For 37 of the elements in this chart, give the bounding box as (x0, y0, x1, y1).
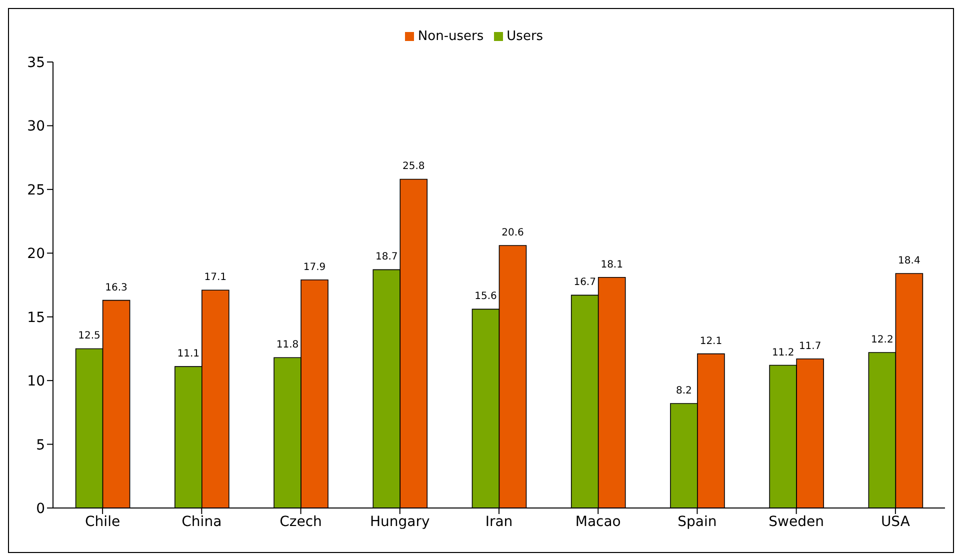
y-tick-label: 10 (27, 374, 45, 390)
data-label: 16.3 (105, 282, 128, 294)
data-label: 12.5 (78, 330, 100, 342)
y-tick-label: 35 (27, 54, 45, 71)
x-tick-label: Chile (85, 514, 120, 530)
x-tick-label: China (182, 514, 222, 530)
x-tick-label: USA (880, 514, 910, 530)
x-tick-label: Iran (485, 514, 513, 530)
data-label: 11.2 (772, 347, 794, 358)
data-label: 15.6 (474, 291, 497, 302)
data-label: 18.1 (600, 259, 623, 270)
y-tick-label: 30 (27, 118, 45, 135)
x-tick-label: Spain (678, 514, 717, 530)
data-label: 11.1 (177, 348, 200, 360)
data-label: 18.7 (375, 252, 398, 263)
data-label: 12.2 (871, 334, 894, 346)
y-tick-label: 25 (27, 182, 45, 198)
y-tick-label: 20 (27, 246, 45, 262)
data-label: 12.1 (700, 336, 722, 347)
data-label: 11.7 (798, 340, 822, 352)
y-tick-label: 5 (36, 437, 45, 454)
data-label: 18.4 (898, 256, 920, 267)
data-label: 17.1 (204, 272, 227, 284)
data-label: 8.2 (676, 386, 692, 397)
y-tick-label: 15 (27, 310, 45, 326)
data-label: 17.9 (303, 262, 326, 273)
x-tick-label: Sweden (768, 514, 824, 530)
x-tick-label: Hungary (370, 514, 430, 530)
data-label: 11.8 (276, 340, 299, 351)
data-label: 16.7 (574, 277, 596, 288)
legend-label: Users (506, 29, 544, 44)
legend-label: Non-users (418, 29, 484, 44)
data-label: 20.6 (502, 227, 524, 238)
y-tick-label: 0 (36, 500, 45, 517)
x-tick-label: Macao (575, 514, 621, 530)
data-label: 25.8 (402, 161, 425, 172)
x-tick-label: Czech (280, 514, 322, 530)
